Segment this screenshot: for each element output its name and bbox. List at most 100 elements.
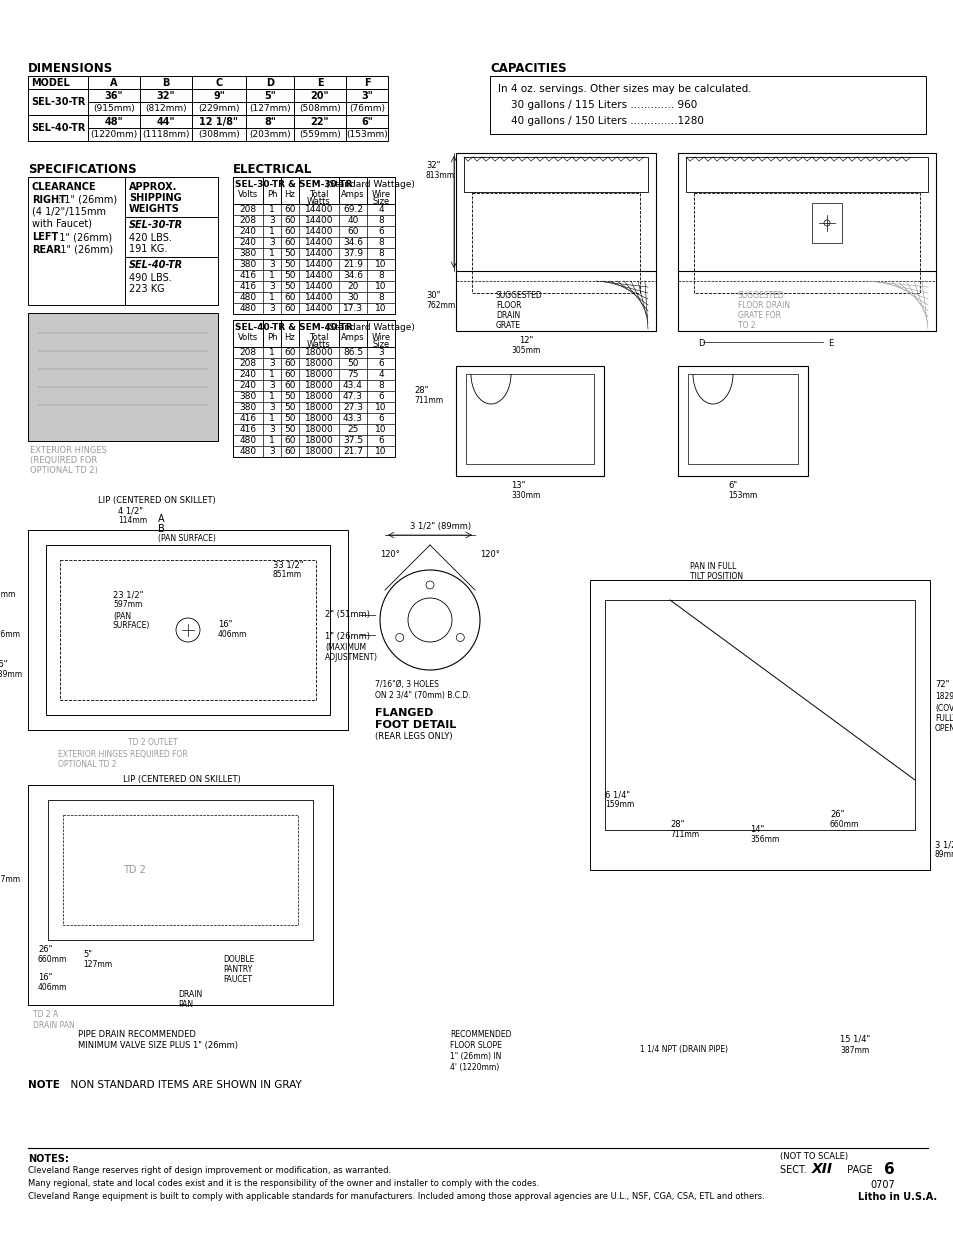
Text: B: B	[158, 524, 165, 534]
Text: 3: 3	[269, 261, 274, 269]
Text: Ph: Ph	[267, 333, 277, 342]
Text: 60: 60	[284, 216, 295, 225]
Text: 18000: 18000	[304, 391, 333, 401]
Text: 60: 60	[284, 370, 295, 379]
Text: with Faucet): with Faucet)	[32, 219, 91, 228]
Text: CLEARANCE: CLEARANCE	[32, 182, 96, 191]
Text: 7/16"Ø, 3 HOLES: 7/16"Ø, 3 HOLES	[375, 680, 438, 689]
Text: SUGGESTED: SUGGESTED	[738, 291, 784, 300]
Text: 3: 3	[269, 216, 274, 225]
Text: GRATE: GRATE	[496, 321, 520, 330]
Text: SURFACE): SURFACE)	[112, 621, 151, 630]
Text: DRAIN: DRAIN	[496, 311, 519, 320]
Text: 14": 14"	[749, 825, 763, 834]
Text: 60: 60	[284, 382, 295, 390]
Text: 60: 60	[284, 205, 295, 214]
Text: 380: 380	[239, 249, 256, 258]
Text: 3: 3	[269, 447, 274, 456]
Text: FLOOR SLOPE: FLOOR SLOPE	[450, 1041, 501, 1050]
Text: 50: 50	[284, 261, 295, 269]
Text: 1: 1	[269, 348, 274, 357]
Text: 89mm: 89mm	[934, 850, 953, 860]
Text: 10: 10	[375, 304, 386, 312]
Text: 711mm: 711mm	[414, 396, 442, 405]
Text: 480: 480	[239, 293, 256, 303]
Text: Wire: Wire	[371, 190, 390, 199]
Text: 387mm: 387mm	[840, 1046, 868, 1055]
Text: 3: 3	[377, 348, 383, 357]
Text: 60: 60	[284, 348, 295, 357]
Text: 37.9: 37.9	[342, 249, 363, 258]
Text: 18000: 18000	[304, 359, 333, 368]
Text: PANTRY: PANTRY	[223, 965, 252, 974]
Text: 50: 50	[284, 403, 295, 412]
Text: 660mm: 660mm	[829, 820, 859, 829]
Text: 380: 380	[239, 261, 256, 269]
Text: (PAN SURFACE): (PAN SURFACE)	[158, 534, 215, 543]
Text: 1 1/4 NPT (DRAIN PIPE): 1 1/4 NPT (DRAIN PIPE)	[639, 1045, 727, 1053]
Text: 3": 3"	[361, 91, 373, 101]
Text: 23 1/2": 23 1/2"	[112, 590, 143, 599]
Bar	[678, 366, 807, 475]
Text: 26": 26"	[829, 810, 843, 819]
Text: 6": 6"	[361, 117, 373, 127]
Text: 36": 36"	[0, 659, 8, 669]
Text: (508mm): (508mm)	[299, 104, 340, 112]
Bar	[811, 203, 841, 243]
Text: 8: 8	[377, 216, 383, 225]
Text: 660mm: 660mm	[38, 955, 68, 965]
Text: 380: 380	[239, 391, 256, 401]
Text: FULLY: FULLY	[934, 714, 953, 722]
Text: 21.9: 21.9	[343, 261, 363, 269]
Text: : 1" (26mm): : 1" (26mm)	[58, 195, 117, 205]
Text: (4 1/2"/115mm: (4 1/2"/115mm	[32, 207, 106, 217]
Text: Size: Size	[372, 340, 389, 350]
Text: 1" (26mm) IN: 1" (26mm) IN	[450, 1052, 501, 1061]
Text: 18000: 18000	[304, 382, 333, 390]
Text: 34.6: 34.6	[343, 270, 363, 280]
Text: 14400: 14400	[304, 293, 333, 303]
Text: 5": 5"	[83, 950, 91, 960]
Bar	[589, 580, 929, 869]
Text: DIMENSIONS: DIMENSIONS	[28, 62, 113, 75]
Text: ADJUSTMENT): ADJUSTMENT)	[325, 653, 377, 662]
Text: 10: 10	[375, 261, 386, 269]
Bar	[28, 785, 333, 1005]
Text: Amps: Amps	[341, 190, 364, 199]
Text: 9": 9"	[213, 91, 225, 101]
Text: 6: 6	[377, 359, 383, 368]
Text: (308mm): (308mm)	[198, 130, 239, 140]
Text: 1: 1	[269, 436, 274, 445]
Text: 6: 6	[377, 436, 383, 445]
Text: (Standard Wattage): (Standard Wattage)	[323, 324, 415, 332]
Text: 30: 30	[347, 293, 358, 303]
Text: 208: 208	[239, 348, 256, 357]
Text: 44": 44"	[156, 117, 175, 127]
Text: (1220mm): (1220mm)	[91, 130, 137, 140]
Text: E: E	[316, 78, 323, 88]
Text: 14400: 14400	[304, 249, 333, 258]
Bar	[465, 374, 594, 464]
Text: 10: 10	[375, 447, 386, 456]
Text: RECOMMENDED: RECOMMENDED	[450, 1030, 511, 1039]
Text: (MAXIMUM: (MAXIMUM	[325, 643, 366, 652]
Text: 1: 1	[269, 414, 274, 424]
Bar	[48, 800, 313, 940]
Text: 1: 1	[269, 293, 274, 303]
Text: TILT POSITION: TILT POSITION	[689, 572, 742, 580]
Text: (COVER: (COVER	[934, 704, 953, 713]
Text: Wire: Wire	[371, 333, 390, 342]
Text: 406mm: 406mm	[218, 630, 247, 638]
Text: 8: 8	[377, 293, 383, 303]
Text: 480: 480	[239, 447, 256, 456]
Text: 10: 10	[375, 282, 386, 291]
Text: 120°: 120°	[379, 550, 399, 559]
Text: (REAR LEGS ONLY): (REAR LEGS ONLY)	[375, 732, 452, 741]
Text: (76mm): (76mm)	[349, 104, 385, 112]
Text: 1: 1	[269, 205, 274, 214]
Text: (915mm): (915mm)	[93, 104, 134, 112]
Bar	[463, 157, 647, 191]
Bar	[28, 89, 388, 115]
Text: (1118mm): (1118mm)	[142, 130, 190, 140]
Text: FLANGED: FLANGED	[375, 708, 433, 718]
